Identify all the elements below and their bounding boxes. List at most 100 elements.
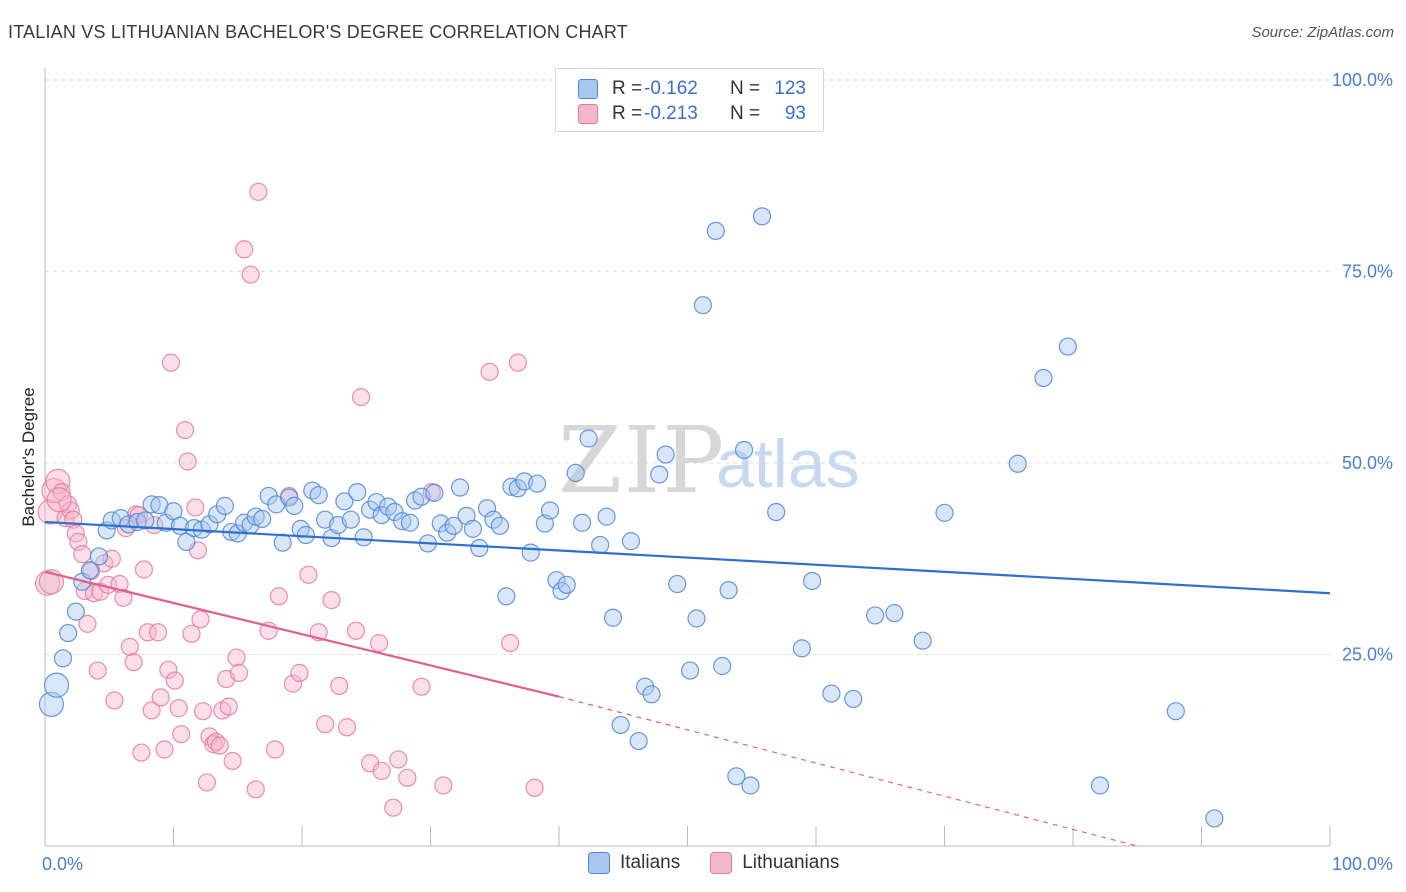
r-value: -0.162: [644, 78, 698, 99]
italians-point: [400, 513, 420, 532]
italians-point: [803, 571, 822, 591]
italians-point: [444, 516, 463, 535]
lithuanians-point: [389, 750, 408, 769]
italians-point: [200, 515, 219, 534]
lithuanians-point: [178, 452, 197, 471]
italians-point: [438, 523, 457, 542]
italians-point: [611, 715, 630, 735]
lithuanians-point: [45, 468, 71, 494]
italians-point: [734, 440, 754, 460]
lithuanians-point: [155, 740, 174, 759]
italians-point: [177, 532, 196, 551]
trend-lines: [44, 520, 1331, 847]
lithuanians-point: [134, 560, 154, 579]
italians-point: [752, 207, 772, 226]
lithuanians-point: [501, 633, 520, 653]
italians-point: [1090, 776, 1110, 795]
italians-point: [296, 525, 315, 545]
x-tick-label: 100.0%: [1332, 854, 1393, 874]
italians-point: [650, 465, 669, 484]
lithuanians-point: [398, 768, 417, 787]
lithuanians-point: [186, 498, 205, 517]
lithuanians-point: [88, 661, 107, 680]
lithuanians-point: [132, 743, 151, 762]
italians-point: [285, 496, 304, 515]
italians-point: [844, 689, 863, 709]
italians-point: [693, 296, 713, 315]
italians-swatch: [578, 79, 598, 99]
lithuanians-point: [191, 610, 210, 629]
italians-point: [477, 499, 497, 518]
lithuanians-point: [229, 663, 249, 682]
lithuanians-point: [346, 621, 366, 640]
italians-point: [866, 606, 885, 625]
lithuanians-point: [223, 751, 242, 771]
lithuanians-point: [161, 353, 181, 372]
lithuanians-point: [299, 565, 318, 584]
lithuanians-point: [219, 697, 238, 716]
italians-point: [597, 507, 616, 526]
axes: [44, 68, 1331, 847]
lithuanians-point: [337, 718, 357, 737]
italians-point: [913, 631, 932, 650]
watermark-zip: ZIP: [558, 407, 726, 514]
lithuanians-point: [124, 653, 143, 672]
italians-point: [591, 535, 610, 555]
lithuanians-point: [138, 623, 157, 642]
lithuanians-points: [34, 182, 544, 817]
italians-point: [490, 516, 509, 535]
r-value: -0.213: [644, 103, 698, 124]
legend-item-italians[interactable]: Italians: [588, 852, 680, 874]
tick-labels: 100.0% 75.0% 50.0% 25.0% 0.0% 100.0%: [42, 70, 1393, 874]
lithuanians-point: [290, 663, 309, 682]
legend-row-lithuanians: R = -0.213 N = 93: [578, 102, 806, 126]
lithuanians-point: [316, 715, 335, 734]
lithuanians-point: [78, 614, 97, 633]
italians-point: [348, 483, 367, 502]
italians-point: [89, 547, 109, 566]
italians-point: [727, 767, 746, 786]
y-axis-label: Bachelor's Degree: [19, 387, 38, 526]
italians-point: [573, 513, 592, 532]
gridlines: [45, 79, 1330, 655]
lithuanians-point: [370, 633, 389, 653]
italians-point: [341, 510, 360, 529]
italians-point: [566, 463, 585, 483]
italians-point: [463, 519, 483, 538]
lithuanians-point: [241, 265, 260, 284]
lithuanians-point: [172, 725, 191, 744]
stats-legend: R = -0.162 N = 123 R = -0.213 N = 93: [555, 68, 824, 132]
y-tick-label: 25.0%: [1342, 645, 1393, 665]
lithuanians-point: [169, 699, 188, 718]
italians-point: [885, 604, 904, 623]
lithuanians-legend-label: Lithuanians: [742, 852, 840, 873]
lithuanians-point: [204, 735, 223, 754]
italians-point: [393, 512, 412, 531]
y-tick-label: 100.0%: [1332, 70, 1393, 90]
r-label: R =: [612, 78, 643, 99]
lithuanians-point: [73, 545, 92, 564]
n-label: N =: [730, 78, 761, 99]
legend-item-lithuanians[interactable]: Lithuanians: [710, 852, 839, 874]
lithuanians-point: [480, 362, 499, 381]
lithuanians-point: [159, 660, 178, 679]
lithuanians-point: [249, 182, 268, 201]
lithuanians-point: [151, 688, 170, 707]
lithuanians-point: [330, 676, 349, 696]
italians-point: [822, 684, 841, 703]
italians-point: [80, 561, 100, 580]
lithuanians-point: [283, 674, 303, 693]
italians-point: [385, 502, 404, 522]
italians-legend-label: Italians: [620, 852, 681, 873]
lithuanians-point: [120, 637, 139, 656]
series-legend: Italians Lithuanians: [588, 852, 869, 874]
italians-point: [1034, 368, 1053, 388]
lithuanians-point: [412, 677, 431, 696]
lithuanians-point: [246, 780, 265, 799]
italians-point: [354, 528, 373, 547]
lithuanians-point: [352, 388, 371, 407]
italians-point: [508, 479, 527, 498]
italians-point: [741, 776, 760, 795]
italians-point: [497, 587, 516, 606]
